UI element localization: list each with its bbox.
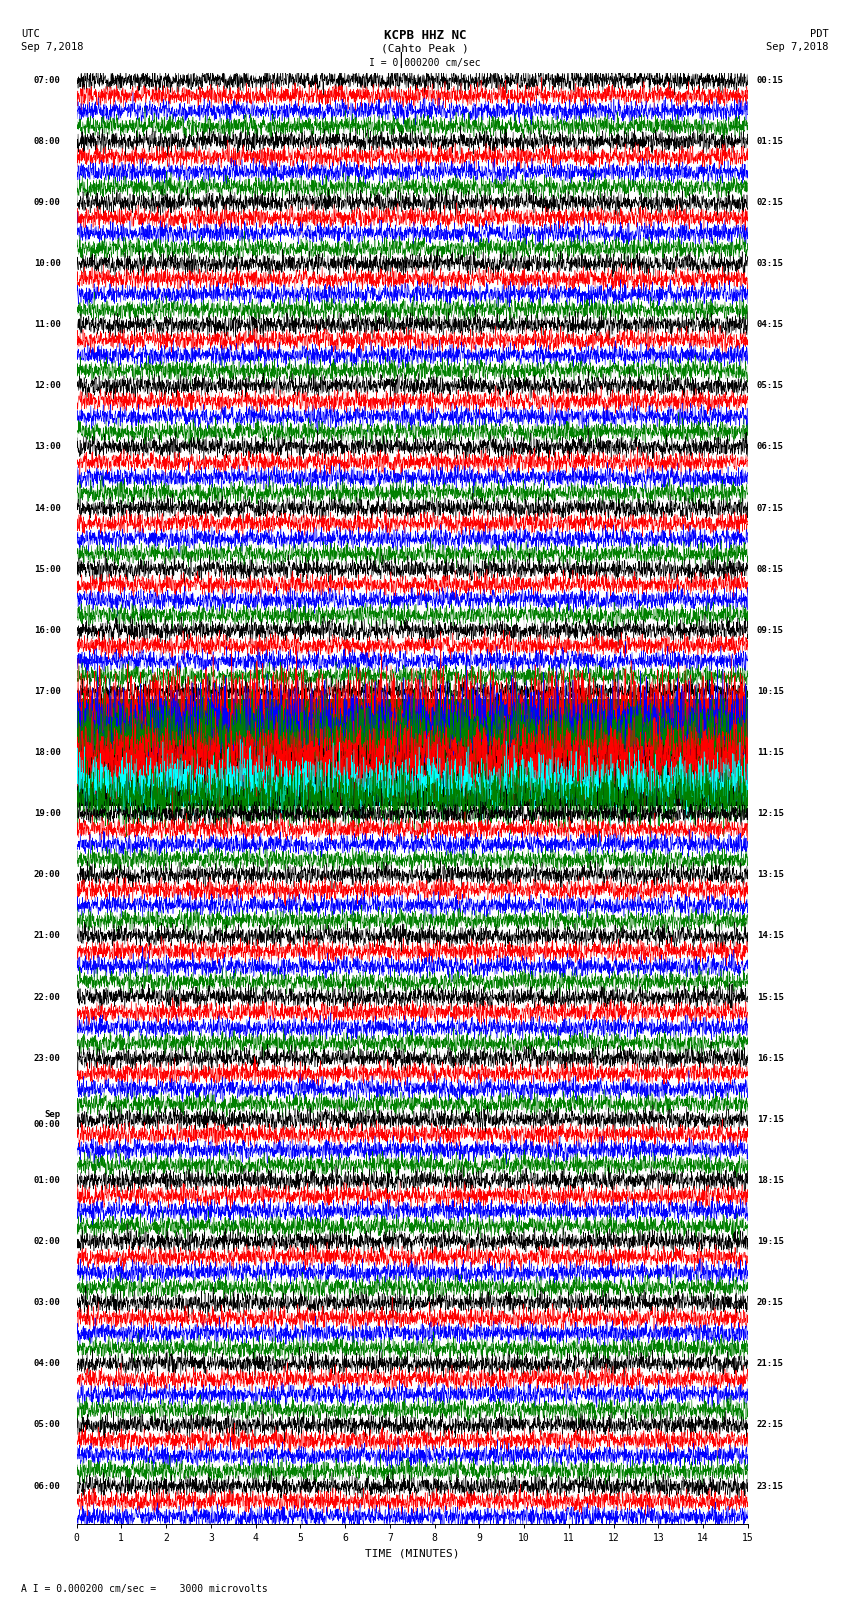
Text: 23:00: 23:00: [34, 1053, 61, 1063]
Text: 00:15: 00:15: [757, 76, 784, 85]
Bar: [76, 729, 748, 745]
Text: 10:15: 10:15: [757, 687, 784, 695]
Text: 18:00: 18:00: [34, 748, 61, 756]
Bar: [76, 760, 748, 776]
Text: 06:00: 06:00: [34, 1482, 61, 1490]
Text: 03:00: 03:00: [34, 1298, 61, 1307]
Text: 09:15: 09:15: [757, 626, 784, 636]
Text: 14:15: 14:15: [757, 931, 784, 940]
Text: Sep
00:00: Sep 00:00: [34, 1110, 61, 1129]
Text: 07:00: 07:00: [34, 76, 61, 85]
Text: 08:15: 08:15: [757, 565, 784, 574]
Text: 17:15: 17:15: [757, 1115, 784, 1124]
Text: KCPB HHZ NC: KCPB HHZ NC: [383, 29, 467, 42]
Text: 23:15: 23:15: [757, 1482, 784, 1490]
Text: 14:00: 14:00: [34, 503, 61, 513]
Text: 13:00: 13:00: [34, 442, 61, 452]
Text: 12:00: 12:00: [34, 381, 61, 390]
Text: 22:15: 22:15: [757, 1421, 784, 1429]
Text: 02:15: 02:15: [757, 198, 784, 206]
X-axis label: TIME (MINUTES): TIME (MINUTES): [365, 1548, 460, 1558]
Text: Sep 7,2018: Sep 7,2018: [21, 42, 84, 52]
Text: 17:00: 17:00: [34, 687, 61, 695]
Text: 11:15: 11:15: [757, 748, 784, 756]
Text: 16:15: 16:15: [757, 1053, 784, 1063]
Text: 21:00: 21:00: [34, 931, 61, 940]
Text: 01:15: 01:15: [757, 137, 784, 145]
Text: 13:15: 13:15: [757, 871, 784, 879]
Text: 19:15: 19:15: [757, 1237, 784, 1247]
Text: 15:15: 15:15: [757, 992, 784, 1002]
Bar: [76, 790, 748, 806]
Text: 15:00: 15:00: [34, 565, 61, 574]
Text: 22:00: 22:00: [34, 992, 61, 1002]
Text: 04:00: 04:00: [34, 1360, 61, 1368]
Text: PDT: PDT: [810, 29, 829, 39]
Text: 05:15: 05:15: [757, 381, 784, 390]
Text: 07:15: 07:15: [757, 503, 784, 513]
Bar: [76, 745, 748, 760]
Text: UTC: UTC: [21, 29, 40, 39]
Bar: [76, 698, 748, 715]
Bar: [76, 715, 748, 729]
Text: 12:15: 12:15: [757, 810, 784, 818]
Text: 20:15: 20:15: [757, 1298, 784, 1307]
Text: 06:15: 06:15: [757, 442, 784, 452]
Text: 08:00: 08:00: [34, 137, 61, 145]
Text: 01:00: 01:00: [34, 1176, 61, 1186]
Text: (Cahto Peak ): (Cahto Peak ): [381, 44, 469, 53]
Text: A I = 0.000200 cm/sec =    3000 microvolts: A I = 0.000200 cm/sec = 3000 microvolts: [21, 1584, 268, 1594]
Text: Sep 7,2018: Sep 7,2018: [766, 42, 829, 52]
Text: 20:00: 20:00: [34, 871, 61, 879]
Text: 10:00: 10:00: [34, 260, 61, 268]
Text: 03:15: 03:15: [757, 260, 784, 268]
Text: 21:15: 21:15: [757, 1360, 784, 1368]
Text: 05:00: 05:00: [34, 1421, 61, 1429]
Text: 19:00: 19:00: [34, 810, 61, 818]
Text: 04:15: 04:15: [757, 321, 784, 329]
Text: 09:00: 09:00: [34, 198, 61, 206]
Text: 02:00: 02:00: [34, 1237, 61, 1247]
Text: 18:15: 18:15: [757, 1176, 784, 1186]
Text: I = 0.000200 cm/sec: I = 0.000200 cm/sec: [369, 58, 481, 68]
Bar: [76, 776, 748, 790]
Text: 11:00: 11:00: [34, 321, 61, 329]
Text: 16:00: 16:00: [34, 626, 61, 636]
